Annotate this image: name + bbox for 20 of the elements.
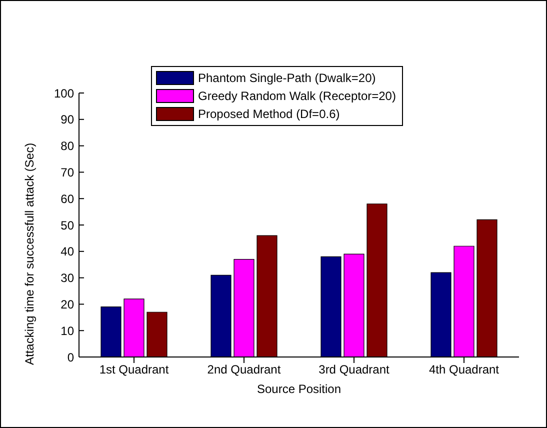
y-tick-label: 40 bbox=[60, 244, 74, 259]
y-tick-label: 50 bbox=[60, 218, 74, 232]
y-tick-label: 80 bbox=[60, 139, 74, 154]
legend-label: Greedy Random Walk (Receptor=20) bbox=[198, 89, 396, 103]
y-tick-label: 90 bbox=[60, 112, 74, 127]
y-tick-label: 60 bbox=[60, 192, 74, 206]
legend-label: Proposed Method (Df=0.6) bbox=[198, 107, 340, 121]
legend-label: Phantom Single-Path (Dwalk=20) bbox=[198, 71, 376, 85]
y-tick-label: 100 bbox=[54, 86, 74, 100]
x-tick-label: 1st Quadrant bbox=[99, 362, 170, 377]
x-tick-label: 4th Quadrant bbox=[428, 362, 500, 377]
y-tick-label: 10 bbox=[60, 324, 74, 338]
y-tick-label: 20 bbox=[60, 297, 74, 312]
y-tick-label: 30 bbox=[60, 271, 74, 286]
x-tick-label: 2nd Quadrant bbox=[207, 362, 282, 377]
y-axis-title: Attacking time for successfull attack (Sec) bbox=[22, 142, 36, 365]
y-tick-label: 70 bbox=[60, 165, 74, 180]
x-tick-label: 3rd Quadrant bbox=[318, 362, 390, 377]
y-tick-label: 0 bbox=[67, 350, 74, 364]
x-axis-title: Source Position bbox=[256, 382, 342, 396]
